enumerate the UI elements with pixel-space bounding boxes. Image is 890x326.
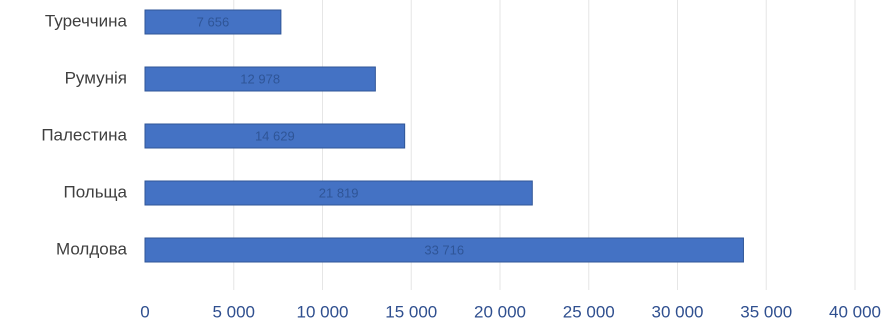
grid-lines [233, 0, 856, 290]
category-label: Румунія [65, 68, 127, 87]
bar [144, 66, 376, 92]
x-tick-label: 0 [140, 302, 149, 321]
category-labels: Туреччина Румунія Палестина Польща Молдова [41, 11, 127, 258]
bar [144, 9, 282, 35]
data-label: 7 656 [197, 14, 230, 29]
x-tick-label: 5 000 [212, 302, 255, 321]
category-label: Молдова [56, 239, 128, 258]
bar [144, 180, 533, 206]
x-tick-label: 25 000 [563, 302, 615, 321]
x-tick-label: 35 000 [740, 302, 792, 321]
x-tick-label: 30 000 [652, 302, 704, 321]
data-label: 33 716 [424, 242, 464, 257]
category-label: Туреччина [45, 11, 128, 30]
category-label: Польща [63, 182, 127, 201]
x-tick-label: 10 000 [297, 302, 349, 321]
data-labels: 7 656 12 978 14 629 21 819 33 716 [197, 14, 464, 257]
data-label: 21 819 [319, 185, 359, 200]
x-tick-label: 20 000 [474, 302, 526, 321]
x-axis-tick-labels: 0 5 000 10 000 15 000 20 000 25 000 30 000 35 0… [140, 302, 881, 321]
category-label: Палестина [41, 125, 127, 144]
bar [144, 123, 406, 149]
x-tick-label: 15 000 [385, 302, 437, 321]
bars [144, 9, 744, 263]
bar [144, 237, 744, 263]
data-label: 14 629 [255, 128, 295, 143]
data-label: 12 978 [240, 71, 280, 86]
x-tick-label: 40 000 [829, 302, 881, 321]
